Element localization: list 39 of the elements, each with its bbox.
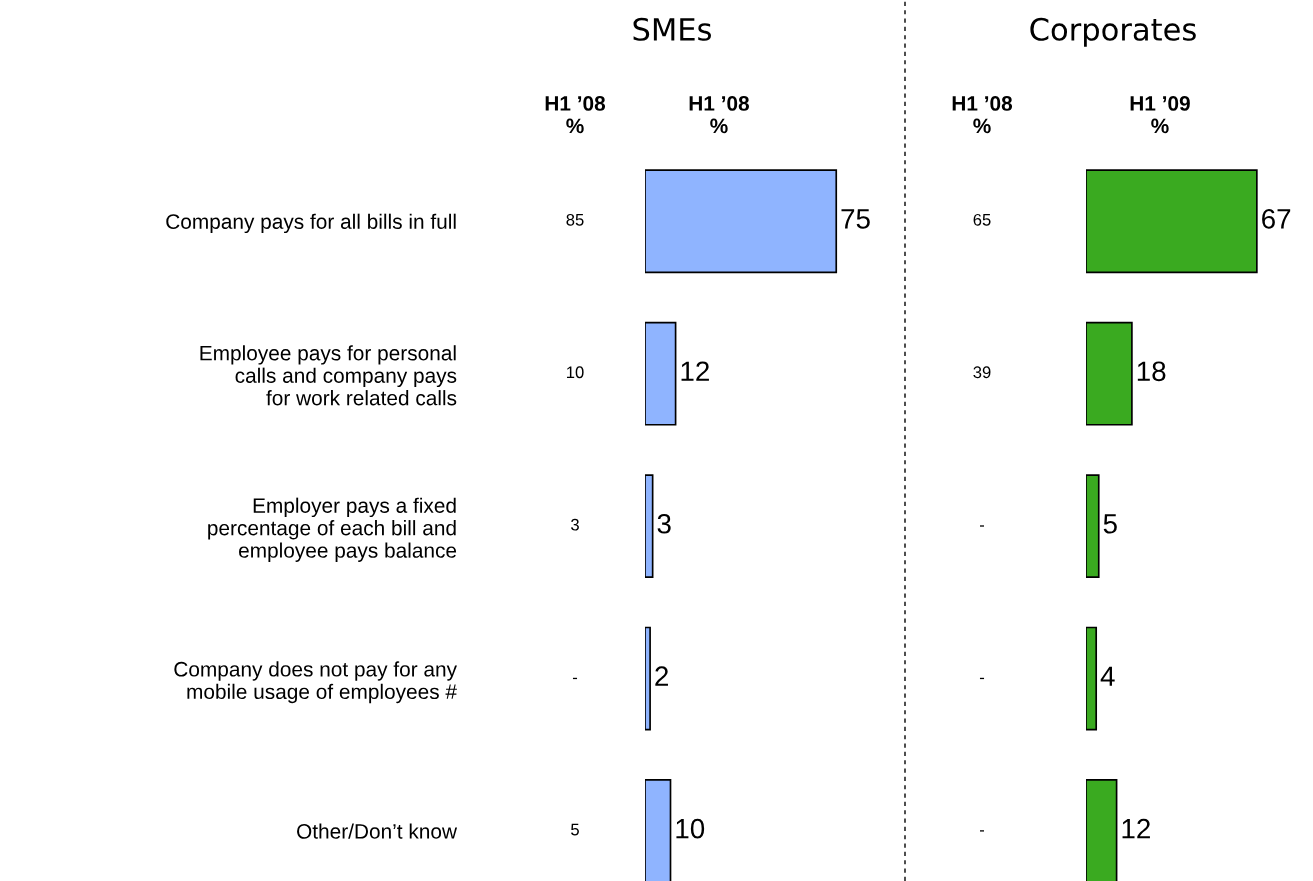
data-label: 3 (657, 513, 671, 534)
chart-title: SMEs (633, 17, 711, 41)
data-label: - (979, 525, 985, 527)
category-label: Employer pays a fixed percentage of each bill and employee pays balance (208, 497, 457, 562)
data-label: 12 (1122, 818, 1150, 839)
data-label: 18 (1137, 361, 1166, 382)
data-label: 85 (566, 213, 584, 226)
bar (645, 169, 838, 274)
data-label: 5 (571, 823, 579, 836)
data-label: 67 (1262, 209, 1291, 229)
bar (645, 626, 651, 731)
chart-title: Corporates (1030, 17, 1196, 47)
bar (1086, 474, 1100, 579)
text: H1 ’08 % (545, 96, 606, 134)
data-label: 3 (571, 518, 579, 531)
category-label: Company does not pay for any mobile usage of employees # (174, 661, 457, 704)
data-label: - (979, 677, 985, 680)
category-label: Company pays for all bills in full (166, 213, 456, 234)
text: H1 ’08 % (952, 96, 1013, 134)
data-label: 75 (841, 209, 870, 229)
data-label: 12 (681, 361, 709, 381)
data-label: 10 (676, 818, 705, 839)
bar (645, 474, 654, 579)
bar (1086, 321, 1133, 426)
bar (645, 321, 677, 426)
category-label: Other/Don’t know (297, 823, 458, 839)
data-label: 2 (655, 666, 668, 686)
series-label: H1 ’09 % (1130, 96, 1190, 134)
data-label: 4 (1100, 666, 1115, 686)
data-label: 10 (567, 366, 584, 379)
data-label: 5 (1103, 514, 1117, 534)
data-label: - (572, 677, 578, 680)
data-label: 65 (973, 213, 991, 226)
data-label: 39 (973, 366, 991, 379)
bar (1086, 626, 1098, 731)
data-label: - (979, 830, 985, 832)
bar (1086, 169, 1258, 274)
category-label: Employee pays for personal calls and company pays for work related calls (200, 345, 457, 406)
series-label: H1 ’08 % (689, 96, 749, 134)
